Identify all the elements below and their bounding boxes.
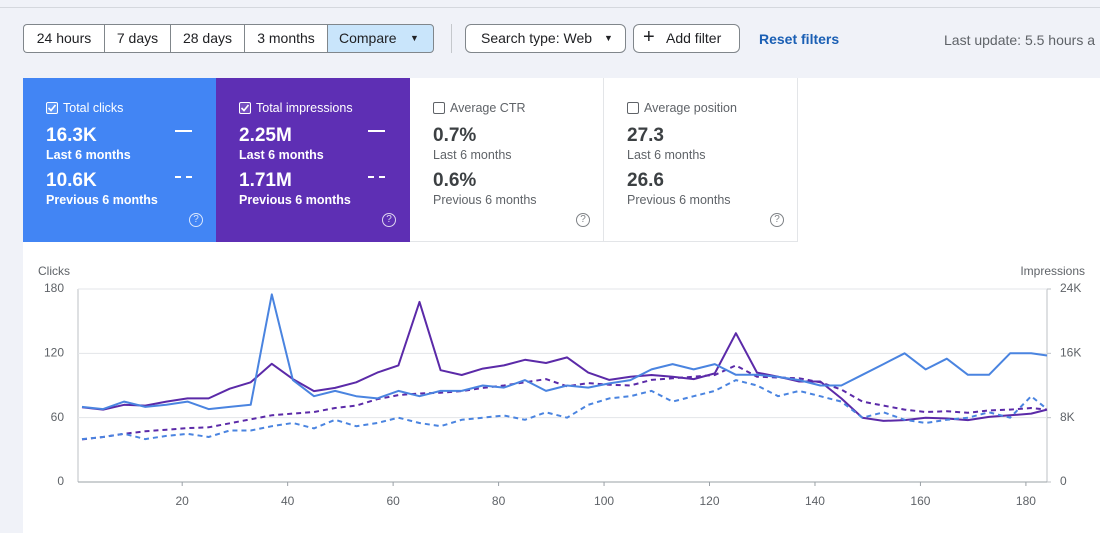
solid-line-icon [368,130,385,132]
current-value: 16.3K [46,125,97,146]
checkbox[interactable] [433,102,445,114]
previous-period: Previous 6 months [627,193,731,207]
reset-filters-link[interactable]: Reset filters [759,31,840,47]
check-mark [47,104,57,112]
x-tick-label: 120 [699,494,719,508]
y2-axis-label: Impressions [1020,264,1085,278]
x-tick-label: 140 [805,494,825,508]
help-icon[interactable]: ? [770,213,784,227]
metric-card[interactable]: Total impressions 2.25M Last 6 months 1.71M… [216,78,410,242]
range-button[interactable]: 24 hours [23,24,104,53]
dashed-line-icon [368,176,385,178]
y2-tick-label: 24K [1060,281,1081,295]
range-button[interactable]: 3 months [244,24,327,53]
card-title: Total impressions [256,101,353,115]
metric-card[interactable]: Average CTR 0.7% Last 6 months 0.6% Previous… [410,78,604,242]
range-button[interactable]: 7 days [104,24,170,53]
x-tick-label: 100 [594,494,614,508]
previous-value: 1.71M [239,170,292,191]
search-type-button[interactable]: Search type: Web ▼ [465,24,626,53]
help-icon[interactable]: ? [576,213,590,227]
y2-tick-label: 16K [1060,346,1081,360]
card-title: Average CTR [450,101,526,115]
dropdown-arrow: ▼ [410,33,419,43]
y-axis-label: Clicks [38,264,70,278]
help-icon[interactable]: ? [382,213,396,227]
solid-line-icon [175,130,192,132]
y-tick-label: 60 [51,410,65,424]
checkbox[interactable] [239,102,251,114]
x-tick-label: 180 [1016,494,1036,508]
previous-period: Previous 6 months [46,193,158,207]
previous-line [81,364,1048,441]
plus-icon: + [643,26,655,48]
current-value: 27.3 [627,125,664,146]
current-value: 2.25M [239,125,292,146]
y2-tick-label: 0 [1060,474,1067,488]
range-button[interactable]: 28 days [170,24,244,53]
search-type-label: Search type: Web [481,30,593,46]
y-tick-label: 120 [44,346,64,360]
current-period: Last 6 months [46,148,131,162]
current-period: Last 6 months [433,148,512,162]
add-filter-button[interactable]: + Add filter [633,24,740,53]
checkbox[interactable] [46,102,58,114]
current-period: Last 6 months [239,148,324,162]
x-tick-label: 160 [910,494,930,508]
dashed-line-icon [175,176,192,178]
dropdown-arrow: ▼ [604,33,613,43]
previous-period: Previous 6 months [433,193,537,207]
previous-value: 0.6% [433,170,477,191]
check-mark [240,104,250,112]
compare-label: Compare [339,30,397,46]
checkbox[interactable] [627,102,639,114]
help-icon[interactable]: ? [189,213,203,227]
performance-chart: Clicks Impressions 0 60 120 180 0 8K 16K 24K 20 40 6… [38,264,1085,508]
card-title: Total clicks [63,101,124,115]
metric-card[interactable]: Total clicks 16.3K Last 6 months 10.6K Previ… [23,78,217,242]
metric-card[interactable]: Average position 27.3 Last 6 months 26.6 Pre… [604,78,798,242]
last-update: Last update: 5.5 hours a [944,32,1095,48]
current-line [81,300,1048,422]
card-title: Average position [644,101,737,115]
x-tick-label: 40 [281,494,295,508]
current-line [81,293,1048,411]
y-tick-label: 180 [44,281,64,295]
y2-tick-label: 8K [1060,410,1075,424]
compare-button[interactable]: Compare ▼ [327,24,434,53]
previous-period: Previous 6 months [239,193,351,207]
x-tick-label: 80 [492,494,506,508]
separator [451,24,452,53]
previous-line [81,379,1048,441]
x-tick-label: 60 [386,494,400,508]
add-filter-label: Add filter [666,30,722,46]
current-value: 0.7% [433,125,477,146]
previous-value: 10.6K [46,170,97,191]
divider [0,7,1100,8]
previous-value: 26.6 [627,170,664,191]
current-period: Last 6 months [627,148,706,162]
x-tick-label: 20 [176,494,190,508]
y-tick-label: 0 [57,474,64,488]
